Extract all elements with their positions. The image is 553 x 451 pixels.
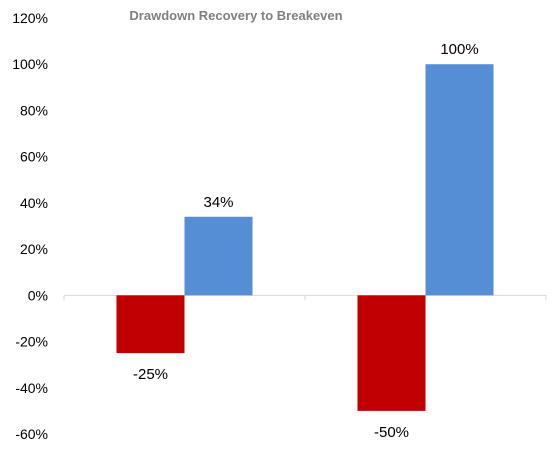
bar-data-label: -50% — [374, 424, 409, 441]
y-tick-label: -40% — [15, 380, 48, 396]
drawdown-bar — [357, 295, 426, 411]
y-tick-label: 120% — [12, 10, 48, 26]
y-tick-label: 100% — [12, 56, 48, 72]
chart-title: Drawdown Recovery to Breakeven — [129, 8, 342, 23]
y-tick-label: 80% — [20, 102, 48, 118]
y-tick-label: 0% — [28, 287, 48, 303]
y-tick-label: 40% — [20, 195, 48, 211]
y-tick-label: -60% — [15, 426, 48, 442]
recovery-bar — [425, 64, 494, 296]
bars — [116, 64, 494, 411]
bar-data-label: -25% — [133, 366, 168, 383]
bar-data-label: 100% — [440, 41, 478, 58]
drawdown-bar — [116, 295, 185, 354]
bar-data-label: 34% — [203, 194, 233, 211]
y-axis-ticks: 120% 100% 80% 60% 40% 20% 0% -20% -40% -60% — [12, 10, 48, 442]
data-labels: -25% 34% -50% 100% — [133, 41, 479, 441]
y-tick-label: 20% — [20, 241, 48, 257]
y-tick-label: -20% — [15, 334, 48, 350]
recovery-bar — [184, 216, 253, 296]
y-tick-label: 60% — [20, 149, 48, 165]
